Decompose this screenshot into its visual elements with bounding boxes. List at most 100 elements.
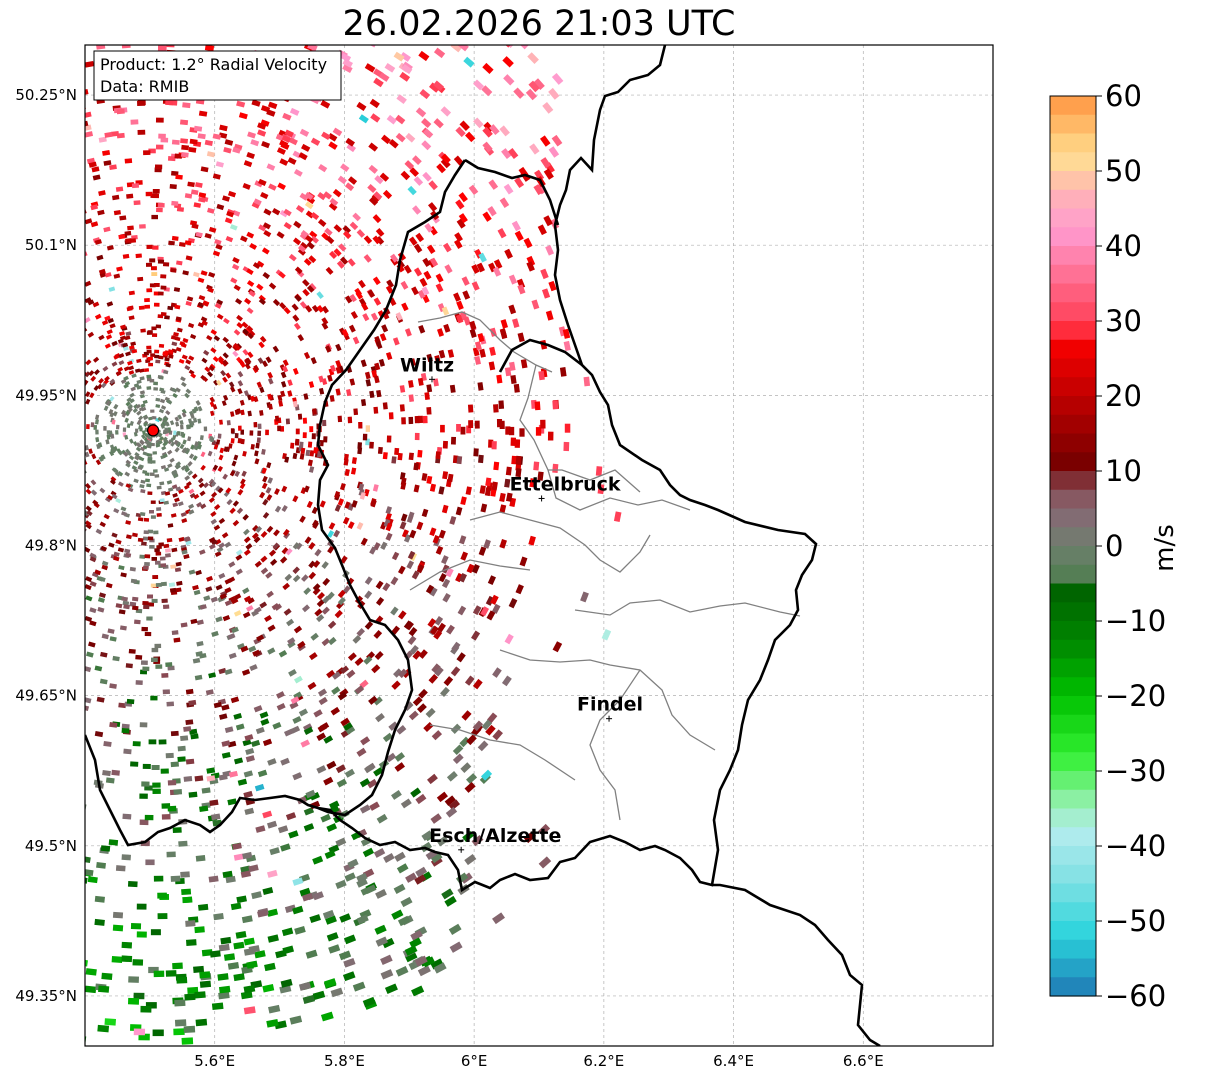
city-marker: Ettelbruck: [510, 473, 621, 502]
colorbar-tick-label: −50: [1105, 904, 1166, 938]
city-marker: Findel: [577, 694, 643, 722]
colorbar-band: [1050, 489, 1096, 510]
colorbar-band: [1050, 283, 1096, 303]
colorbar-tick-label: 10: [1105, 454, 1142, 488]
city-marker: Wiltz: [400, 354, 454, 383]
colorbar-tick-label: 40: [1105, 229, 1142, 263]
colorbar-band: [1050, 771, 1096, 791]
city-label: Findel: [577, 694, 643, 716]
colorbar-band: [1050, 958, 1096, 978]
lat-tick-label: 49.65°N: [15, 687, 77, 705]
lon-tick-label: 6.6°E: [843, 1052, 884, 1070]
colorbar-band: [1050, 133, 1096, 153]
colorbar-band: [1050, 246, 1096, 266]
colorbar-band: [1050, 471, 1096, 491]
colorbar-band: [1050, 827, 1096, 847]
luxembourg-border: [85, 45, 881, 1046]
colorbar-band: [1050, 377, 1096, 397]
borders: [85, 45, 881, 1046]
colorbar-band: [1050, 96, 1096, 116]
colorbar-tick-label: −40: [1105, 829, 1166, 863]
colorbar-tick-label: 50: [1105, 154, 1142, 188]
colorbar-band: [1050, 339, 1096, 360]
city-markers: Wiltz Ettelbruck Findel Esch/Alzette: [400, 354, 643, 853]
radar-site-icon: [147, 424, 160, 437]
colorbar-tick-label: −10: [1105, 604, 1166, 638]
colorbar-band: [1050, 752, 1096, 772]
colorbar-band: [1050, 452, 1096, 472]
colorbar-tick-label: 60: [1105, 79, 1142, 113]
city-label: Ettelbruck: [510, 473, 621, 495]
colorbar-band: [1050, 302, 1096, 322]
colorbar-tick-label: 20: [1105, 379, 1142, 413]
city-marker: Esch/Alzette: [429, 825, 561, 853]
axis-ticks: 5.6°E 5.8°E 6°E 6.2°E 6.4°E 6.6°E 50.25°N 50.1°…: [15, 86, 883, 1070]
colorbar-band: [1050, 621, 1096, 641]
colorbar-band: [1050, 939, 1096, 960]
colorbar-band: [1050, 321, 1096, 341]
lon-tick-label: 5.6°E: [194, 1052, 235, 1070]
colorbar-band: [1050, 696, 1096, 716]
colorbar-band: [1050, 152, 1096, 172]
lon-tick-label: 6.4°E: [713, 1052, 754, 1070]
colorbar-band: [1050, 527, 1096, 547]
colorbar-band: [1050, 414, 1096, 435]
lat-tick-label: 49.5°N: [25, 837, 77, 855]
colorbar-band: [1050, 546, 1096, 566]
colorbar-band: [1050, 264, 1096, 285]
colorbar-tick-label: −60: [1105, 979, 1166, 1013]
colorbar-band: [1050, 583, 1096, 603]
colorbar-unit-label: m/s: [1150, 524, 1180, 572]
colorbar-band: [1050, 808, 1096, 828]
lon-tick-label: 6.2°E: [583, 1052, 624, 1070]
colorbar-band: [1050, 639, 1096, 660]
colorbar-band: [1050, 508, 1096, 528]
canton-boundaries: [409, 311, 801, 821]
lon-tick-label: 5.8°E: [324, 1052, 365, 1070]
map-frame: [84, 44, 994, 1047]
colorbar-band: [1050, 846, 1096, 866]
colorbar-band: [1050, 396, 1096, 416]
info-box-frame: [93, 50, 342, 101]
colorbar-band: [1050, 433, 1096, 453]
colorbar-band: [1050, 977, 1096, 997]
product-label: Product: 1.2° Radial Velocity: [100, 55, 327, 74]
lat-tick-label: 49.35°N: [15, 987, 77, 1005]
lon-tick-label: 6°E: [461, 1052, 488, 1070]
colorbar-band: [1050, 227, 1096, 247]
colorbar-band: [1050, 677, 1096, 697]
colorbar-band: [1050, 358, 1096, 378]
lat-tick-label: 49.95°N: [15, 386, 77, 404]
colorbar-band: [1050, 171, 1096, 191]
colorbar-bands: [1050, 96, 1096, 997]
colorbar-band: [1050, 733, 1096, 753]
colorbar-ticks: 60 50 40 30 20 10 0 −10 −20 −30 −40 −50 −60: [1096, 79, 1166, 1013]
colorbar-band: [1050, 208, 1096, 228]
city-label: Wiltz: [400, 354, 454, 376]
info-box: Product: 1.2° Radial Velocity Data: RMIB: [93, 50, 342, 101]
colorbar-band: [1050, 883, 1096, 903]
colorbar-band: [1050, 714, 1096, 735]
data-source-label: Data: RMIB: [100, 77, 189, 96]
lat-tick-label: 50.1°N: [25, 236, 77, 254]
lat-tick-label: 50.25°N: [15, 86, 77, 104]
colorbar: 60 50 40 30 20 10 0 −10 −20 −30 −40 −50 −60: [1049, 79, 1166, 1013]
colorbar-band: [1050, 564, 1096, 585]
colorbar-tick-label: 30: [1105, 304, 1142, 338]
colorbar-band: [1050, 189, 1096, 210]
map-title: 26.02.2026 21:03 UTC: [342, 4, 736, 44]
colorbar-band: [1050, 602, 1096, 622]
colorbar-band: [1050, 114, 1096, 135]
colorbar-tick-label: −30: [1105, 754, 1166, 788]
colorbar-tick-label: −20: [1105, 679, 1166, 713]
city-label: Esch/Alzette: [429, 825, 561, 847]
colorbar-band: [1050, 789, 1096, 810]
colorbar-band: [1050, 902, 1096, 922]
colorbar-band: [1050, 658, 1096, 678]
colorbar-band: [1050, 864, 1096, 885]
radar-site-marker: [147, 424, 160, 437]
colorbar-band: [1050, 921, 1096, 941]
lat-tick-label: 49.8°N: [25, 537, 77, 555]
colorbar-tick-label: 0: [1105, 529, 1123, 563]
